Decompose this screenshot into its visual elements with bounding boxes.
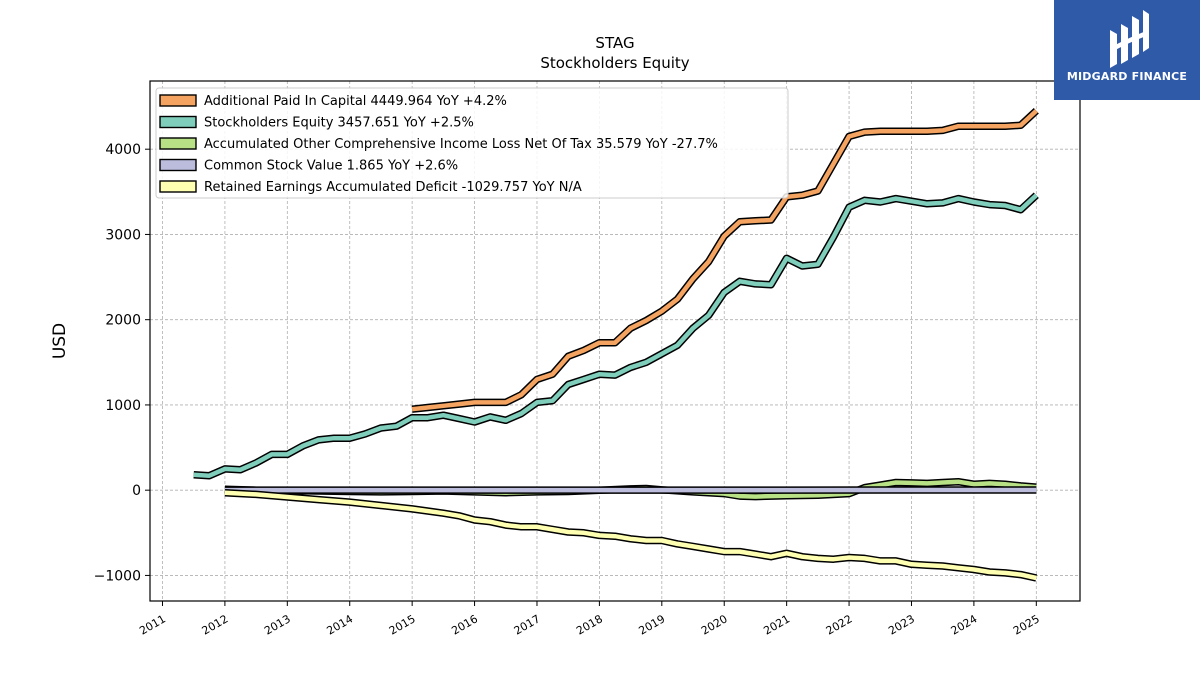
x-tick-label: 2014 [324, 612, 355, 637]
x-tick-label: 2025 [1011, 612, 1042, 637]
legend-label: Retained Earnings Accumulated Deficit -1… [204, 180, 582, 195]
y-tick-label: −1000 [94, 568, 141, 584]
x-tick-label: 2018 [574, 612, 605, 637]
x-tick-label: 2011 [137, 612, 168, 637]
x-tick-label: 2017 [512, 612, 543, 637]
series-fill [193, 193, 1038, 478]
x-axis-ticks: 2011 2012 2013 2014 2015 2016 2017 2018 2019 2020… [137, 601, 1042, 638]
legend-swatch [159, 94, 197, 107]
x-tick-label: 2022 [824, 612, 855, 637]
series-line-4 [224, 488, 1038, 582]
y-axis-label: USD [50, 323, 70, 359]
series-lines [193, 108, 1039, 582]
legend-swatch [159, 115, 197, 129]
legend-box [155, 87, 789, 199]
chart-title: STAG [595, 34, 634, 52]
legend-item-4: Retained Earnings Accumulated Deficit -1… [159, 180, 582, 195]
series-fill [224, 490, 1037, 581]
y-tick-label: 3000 [105, 227, 141, 243]
x-tick-label: 2024 [949, 612, 980, 637]
legend-item-1: Stockholders Equity 3457.651 YoY +2.5% [159, 115, 474, 131]
x-tick-label: 2021 [761, 612, 792, 637]
y-tick-label: 1000 [105, 398, 141, 414]
x-tick-label: 2019 [637, 612, 668, 637]
y-tick-label: 0 [132, 483, 141, 499]
legend-item-3: Common Stock Value 1.865 YoY +2.6% [159, 158, 458, 174]
x-tick-label: 2023 [886, 612, 917, 637]
y-tick-label: 4000 [105, 142, 141, 158]
legend-item-0: Additional Paid In Capital 4449.964 YoY … [159, 94, 507, 109]
legend-label: Common Stock Value 1.865 YoY +2.6% [204, 159, 458, 174]
y-axis-ticks: −1000 0 1000 2000 3000 4000 [94, 142, 150, 584]
chart-subtitle: Stockholders Equity [540, 54, 689, 72]
series-line-1 [193, 192, 1039, 480]
logo-text: MIDGARD FINANCE [1066, 70, 1188, 83]
series-outline [193, 192, 1039, 480]
legend: Additional Paid In Capital 4449.964 YoY … [155, 87, 789, 199]
legend-swatch [159, 158, 197, 172]
series-fill [411, 109, 1038, 412]
y-tick-label: 2000 [105, 313, 141, 329]
axes-frame [149, 80, 1081, 602]
midgard-finance-logo: MIDGARD FINANCE [1054, 0, 1200, 100]
x-tick-label: 2020 [699, 612, 730, 637]
x-tick-label: 2016 [449, 612, 480, 637]
series-line-0 [411, 108, 1039, 413]
x-tick-label: 2013 [262, 612, 293, 637]
midgard-logo-icon [1110, 10, 1149, 68]
legend-label: Additional Paid In Capital 4449.964 YoY … [204, 94, 507, 109]
legend-swatch [159, 180, 197, 193]
legend-swatch [159, 137, 197, 150]
x-tick-label: 2012 [200, 612, 231, 637]
legend-item-2: Accumulated Other Comprehensive Income L… [159, 137, 718, 152]
legend-label: Stockholders Equity 3457.651 YoY +2.5% [204, 116, 474, 131]
legend-label: Accumulated Other Comprehensive Income L… [204, 137, 718, 152]
x-tick-label: 2015 [387, 612, 418, 637]
